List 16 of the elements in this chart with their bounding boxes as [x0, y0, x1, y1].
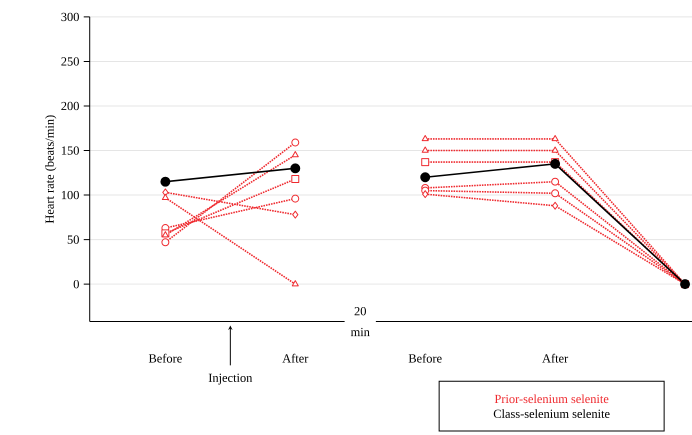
y-axis-title: Heart rate (beats/min)	[45, 115, 56, 224]
y-tick-label: 250	[61, 57, 79, 66]
y-tick-label: 200	[61, 102, 79, 110]
y-tick-label: 150	[62, 146, 79, 155]
y-tick-label: 0	[74, 280, 79, 288]
annotation: 20 min	[350, 306, 370, 336]
x-tick-label: Before	[148, 354, 182, 363]
y-tick-label: 100	[62, 190, 79, 200]
y-tick-label: 50	[68, 235, 79, 244]
text: Injection	[208, 374, 252, 384]
text: Prior-selenium selenite	[494, 394, 608, 404]
x-tick-label: After	[282, 354, 308, 363]
x-tick-label: After	[542, 354, 568, 363]
x-tick-label: Before	[408, 354, 442, 363]
y-tick-label: 300	[61, 12, 79, 22]
text: Class-selenium selenite	[494, 409, 610, 418]
